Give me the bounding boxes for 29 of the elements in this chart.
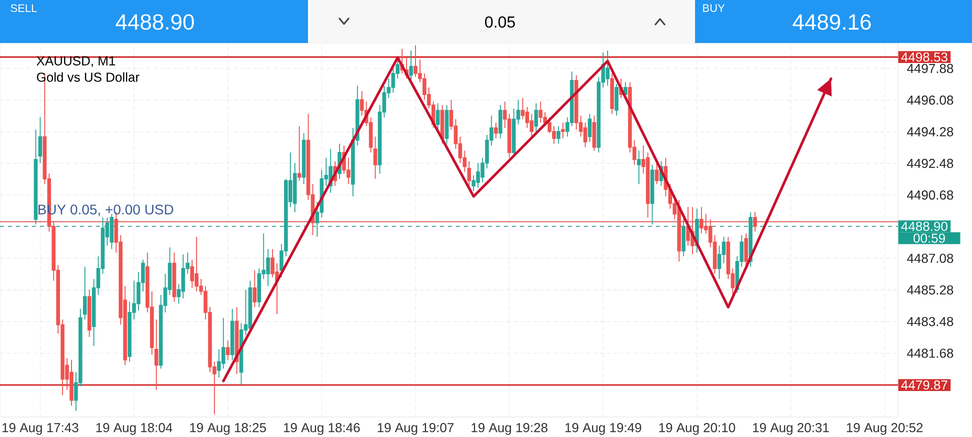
text: SELL [10, 4, 37, 12]
text: 0.05 [485, 16, 515, 28]
y-tick-label: 4490.68 [907, 190, 954, 200]
text: 00:59 [914, 234, 945, 243]
y-tick-label: 4494.28 [907, 127, 954, 136]
ref-line-label: 4479.87 [901, 380, 948, 390]
text: 4489.16 [792, 14, 871, 30]
x-tick-label: 19 Aug 20:52 [846, 423, 923, 435]
y-tick-label: 4492.48 [907, 158, 954, 168]
text: 4488.90 [116, 14, 194, 30]
y-tick-label: 4497.88 [907, 64, 954, 74]
text: BUY [703, 4, 725, 12]
y-tick-label: 4481.68 [907, 348, 954, 358]
x-tick-label: 19 Aug 18:04 [96, 423, 172, 435]
y-tick-label: 4487.08 [907, 254, 954, 263]
x-tick-label: 19 Aug 19:49 [565, 423, 642, 435]
x-tick-label: 19 Aug 20:31 [753, 423, 829, 435]
x-tick-label: 19 Aug 19:07 [378, 423, 454, 435]
y-tick-label: 4496.08 [907, 96, 954, 105]
x-tick-label: 19 Aug 19:28 [472, 423, 548, 435]
x-tick-label: 19 Aug 17:43 [2, 423, 78, 435]
y-tick-label: 4485.28 [907, 285, 954, 295]
text: XAUUSD, M1 [36, 56, 116, 68]
y-tick-label: 4483.48 [907, 316, 954, 326]
x-tick-label: 19 Aug 18:25 [190, 423, 266, 435]
x-tick-label: 19 Aug 20:10 [659, 423, 736, 435]
x-tick-label: 19 Aug 18:46 [284, 423, 360, 435]
ref-line-label: 4498.53 [901, 52, 948, 62]
ref-line-label: 4488.90 [901, 222, 948, 231]
